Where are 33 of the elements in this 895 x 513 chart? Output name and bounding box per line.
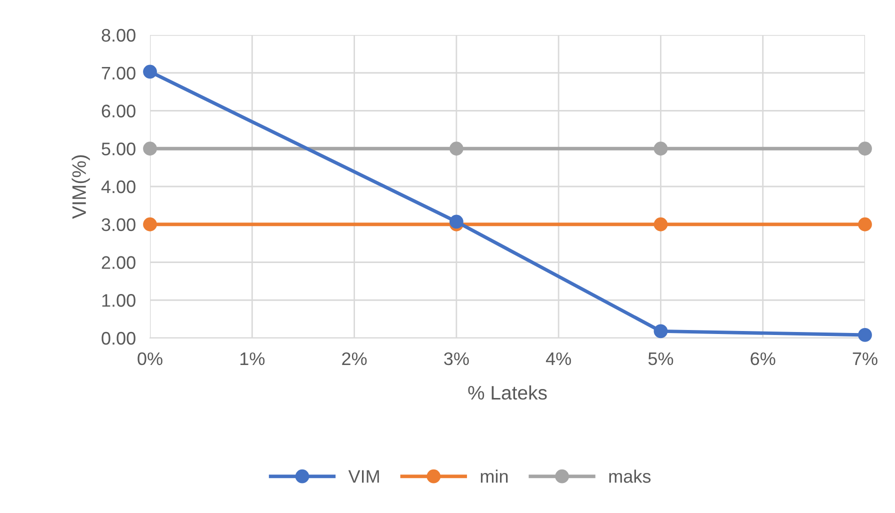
x-tick-label: 5% [648, 352, 674, 366]
point [654, 324, 668, 338]
x-tick-label: 1% [240, 352, 265, 366]
y-tick-label: 8.00 [102, 28, 136, 42]
y-axis-title: VIM(%) [72, 155, 90, 219]
y-tick-label: 0.00 [102, 332, 136, 345]
point [143, 64, 157, 79]
point [449, 142, 464, 156]
legend-label: VIM [348, 470, 379, 483]
point [143, 142, 157, 156]
point [449, 214, 464, 229]
y-tick-label: 4.00 [101, 180, 136, 194]
point [654, 142, 668, 156]
x-tick-label: 0% [138, 352, 162, 366]
x-tick-label: 6% [750, 352, 776, 366]
x-tick-label: 4% [546, 352, 571, 366]
legend-label: min [480, 470, 508, 483]
x-tick-label: 3% [444, 352, 469, 366]
y-tick-label: 6.00 [102, 104, 136, 118]
x-tick-label: 7% [852, 352, 878, 366]
x-axis-title: % Lateks [468, 385, 547, 400]
point [143, 217, 157, 232]
y-tick-label: 5.00 [102, 142, 136, 156]
y-tick-label: 3.00 [102, 218, 136, 232]
point [858, 142, 872, 156]
point [858, 328, 872, 342]
y-tick-label: 1.00 [102, 294, 136, 307]
legend-label: maks [609, 470, 651, 483]
x-tick-label: 2% [342, 352, 367, 366]
y-tick-label: 7.00 [102, 66, 136, 80]
y-tick-label: 2.00 [102, 256, 136, 269]
point [858, 217, 872, 232]
point [654, 217, 668, 232]
